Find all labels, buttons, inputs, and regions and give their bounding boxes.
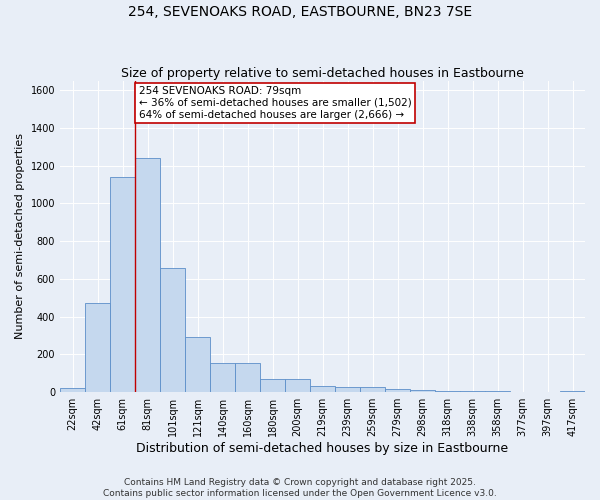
- Bar: [285, 380, 310, 392]
- Bar: [110, 177, 135, 392]
- Bar: [435, 390, 460, 392]
- Bar: [60, 388, 85, 392]
- Bar: [210, 362, 235, 392]
- Bar: [310, 386, 335, 392]
- Y-axis label: Number of semi-detached properties: Number of semi-detached properties: [15, 134, 25, 340]
- Text: Contains HM Land Registry data © Crown copyright and database right 2025.
Contai: Contains HM Land Registry data © Crown c…: [103, 478, 497, 498]
- X-axis label: Distribution of semi-detached houses by size in Eastbourne: Distribution of semi-detached houses by …: [136, 442, 509, 455]
- Title: Size of property relative to semi-detached houses in Eastbourne: Size of property relative to semi-detach…: [121, 66, 524, 80]
- Bar: [385, 390, 410, 392]
- Text: 254 SEVENOAKS ROAD: 79sqm
← 36% of semi-detached houses are smaller (1,502)
64% : 254 SEVENOAKS ROAD: 79sqm ← 36% of semi-…: [139, 86, 412, 120]
- Bar: [410, 390, 435, 392]
- Bar: [135, 158, 160, 392]
- Bar: [335, 387, 360, 392]
- Bar: [235, 362, 260, 392]
- Bar: [360, 388, 385, 392]
- Bar: [185, 336, 210, 392]
- Bar: [260, 379, 285, 392]
- Bar: [85, 304, 110, 392]
- Bar: [560, 390, 585, 392]
- Text: 254, SEVENOAKS ROAD, EASTBOURNE, BN23 7SE: 254, SEVENOAKS ROAD, EASTBOURNE, BN23 7S…: [128, 5, 472, 19]
- Bar: [160, 268, 185, 392]
